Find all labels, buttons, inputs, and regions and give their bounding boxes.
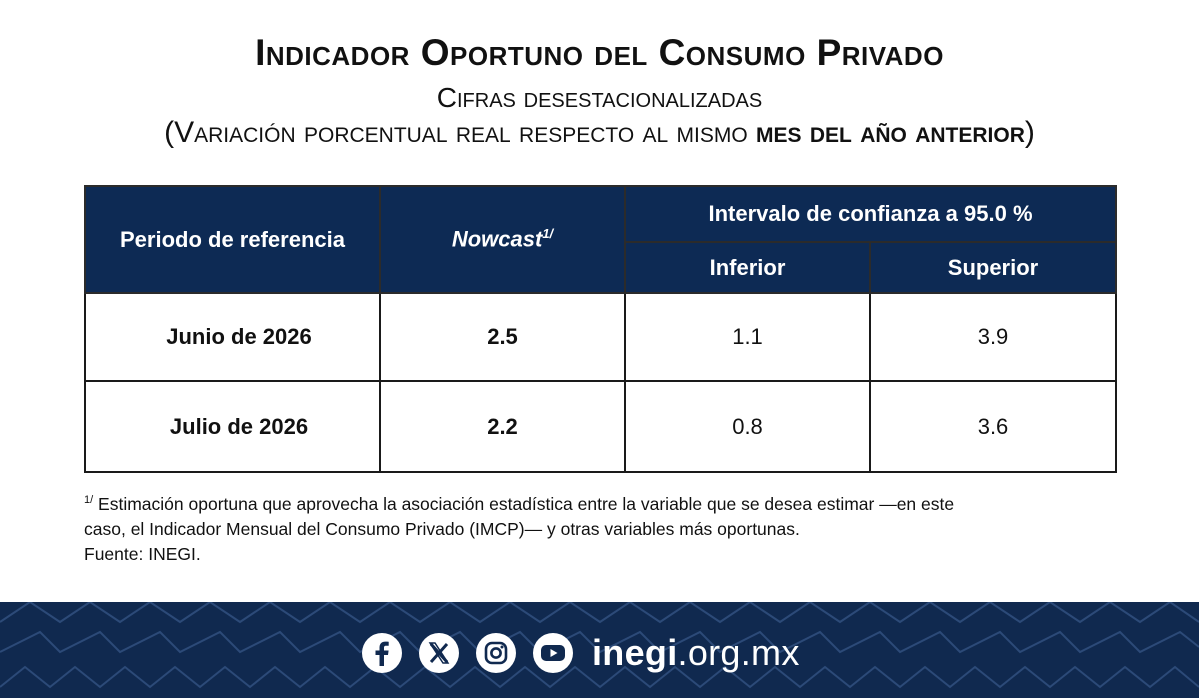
footnote: 1/ Estimación oportuna que aprovecha la … [84,488,1124,567]
footnote-line-2: caso, el Indicador Mensual del Consumo P… [84,518,800,539]
header-nowcast: Nowcast1/ [379,185,626,294]
footnote-marker: 1/ [84,494,94,506]
page-subtitle: Cifras desestacionalizadas [436,82,763,113]
youtube-icon[interactable] [533,633,573,673]
social-links: inegi.org.mx [362,632,800,674]
source-line: Fuente: INEGI. [84,543,201,564]
footer-pattern [0,602,1199,689]
subtitle-close: ) [1024,116,1035,149]
header-nowcast-label: Nowcast [451,226,543,252]
row-period: Junio de 2026 [84,292,381,382]
row-nowcast: 2.2 [379,380,626,473]
header-period: Periodo de referencia [84,185,381,294]
row-upper: 3.6 [868,380,1118,473]
nowcast-table: Periodo de referencia Nowcast1/ Interval… [84,185,1118,473]
header-upper: Superior [868,241,1118,294]
instagram-icon[interactable] [476,633,516,673]
subtitle-bold: mes del año anterior [756,116,1025,149]
footer-band: inegi.org.mx [0,602,1199,698]
row-lower: 1.1 [624,292,871,382]
table-row: Junio de 2026 2.5 1.1 3.9 [84,292,1118,382]
row-lower: 0.8 [624,380,871,473]
row-period: Julio de 2026 [84,380,381,473]
row-upper: 3.9 [868,292,1118,382]
header-lower: Inferior [624,241,871,294]
footnote-text-1: Estimación oportuna que aprovecha la aso… [93,493,955,514]
subtitle-plain: (Variación porcentual real respecto al m… [164,116,757,149]
table-row: Julio de 2026 2.2 0.8 3.6 [84,380,1118,473]
facebook-icon[interactable] [362,633,402,673]
row-nowcast: 2.5 [379,292,626,382]
header-nowcast-footnote: 1/ [542,226,554,242]
page-title: Indicador Oportuno del Consumo Privado [255,32,944,73]
footnote-line-1: 1/ Estimación oportuna que aprovecha la … [84,488,1124,517]
header-interval: Intervalo de confianza a 95.0 % [623,185,1118,243]
page-subtitle-variation: (Variación porcentual real respecto al m… [0,116,1199,150]
site-domain: .org.mx [677,632,800,673]
website-link[interactable]: inegi.org.mx [592,632,800,674]
x-icon[interactable] [419,633,459,673]
site-name-bold: inegi [592,632,678,673]
